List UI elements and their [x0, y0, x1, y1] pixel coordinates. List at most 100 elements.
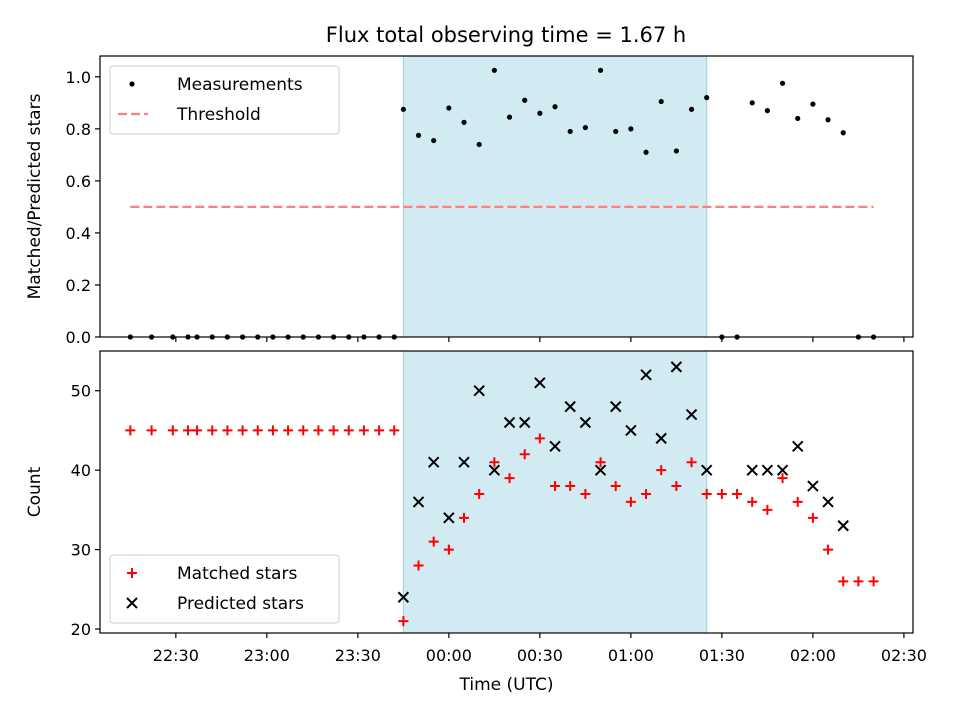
- y-tick-label: 0.6: [66, 172, 91, 191]
- predicted-stars-point: [458, 456, 470, 468]
- matched-stars-point: [413, 560, 424, 571]
- predicted-stars-point: [761, 464, 774, 476]
- matched-stars-point: [868, 576, 879, 587]
- y-axis-label: Count: [25, 466, 45, 517]
- legend-label: Matched stars: [177, 564, 297, 584]
- predicted-stars-point: [776, 464, 789, 476]
- observing-span: [402, 350, 708, 634]
- matched-stars-point: [207, 425, 218, 436]
- x-tick-label: 01:30: [699, 646, 745, 665]
- matched-stars-point: [807, 512, 818, 523]
- matched-stars-point: [192, 425, 203, 436]
- measurement-point: [582, 124, 588, 131]
- matched-stars-point: [853, 576, 864, 587]
- x-tick-label: 01:00: [608, 646, 654, 665]
- matched-stars-point: [459, 512, 470, 523]
- matched-stars-point: [747, 496, 758, 507]
- matched-stars-point: [389, 425, 400, 436]
- matched-stars-point: [656, 465, 667, 476]
- legend-label: Predicted stars: [177, 594, 304, 614]
- predicted-stars-point: [503, 416, 516, 429]
- measurement-point: [461, 119, 467, 125]
- matched-stars-point: [716, 488, 727, 499]
- predicted-stars-point: [610, 400, 622, 413]
- matched-stars-point: [565, 481, 576, 492]
- predicted-stars-point: [397, 591, 410, 603]
- measurement-point: [643, 149, 649, 155]
- x-tick-label: 02:30: [881, 646, 927, 665]
- measurement-point: [673, 148, 679, 154]
- y-tick-label: 0.8: [66, 120, 91, 139]
- matched-stars-point: [625, 496, 636, 507]
- matched-stars-point: [474, 488, 485, 499]
- legend-label: Measurements: [177, 75, 303, 95]
- matched-stars-point: [534, 433, 545, 444]
- matched-stars-point: [237, 425, 248, 436]
- figure-title: Flux total observing time = 1.67 h: [326, 23, 686, 47]
- measurement-point: [522, 97, 528, 103]
- y-tick-label: 20: [71, 620, 91, 639]
- matched-stars-point: [328, 425, 339, 436]
- predicted-stars-point: [792, 440, 804, 453]
- measurement-point: [779, 80, 786, 86]
- legend-label: Threshold: [176, 105, 261, 125]
- matched-stars-point: [671, 481, 682, 492]
- measurement-point: [415, 132, 422, 138]
- matched-stars-point: [298, 425, 309, 436]
- measurement-point: [400, 106, 406, 112]
- matched-stars-point: [792, 496, 803, 507]
- legend: Measurements Threshold: [109, 65, 340, 135]
- predicted-stars-point: [701, 464, 713, 476]
- measurement-point: [491, 67, 497, 73]
- measurement-point: [597, 67, 604, 73]
- matched-stars-point: [686, 457, 697, 468]
- predicted-stars-point: [427, 456, 440, 468]
- predicted-stars-point: [564, 400, 576, 413]
- legend-marker: [126, 597, 138, 609]
- measurement-point: [764, 108, 770, 114]
- predicted-stars-point: [488, 464, 501, 476]
- observing-span: [402, 55, 708, 338]
- predicted-stars-point: [549, 440, 561, 453]
- measurement-point: [506, 114, 513, 120]
- measurement-point: [537, 110, 543, 116]
- legend-marker: [127, 568, 137, 578]
- matched-stars-point: [762, 504, 773, 515]
- series-predicted-stars: [397, 361, 849, 603]
- matched-stars-point: [167, 425, 178, 436]
- top-panel: 0.0 0.2 0.4 0.6 0.8 1.0 Matched/Predicted star…: [25, 55, 914, 347]
- axes-frame: [99, 350, 914, 634]
- matched-stars-point: [125, 425, 136, 436]
- matched-stars-point: [252, 425, 263, 436]
- x-tick-label: 00:00: [426, 646, 472, 665]
- matched-stars-point: [732, 488, 743, 499]
- predicted-stars-point: [518, 416, 531, 429]
- matched-stars-point: [398, 616, 409, 627]
- matched-stars-point: [838, 576, 849, 587]
- y-tick-label: 0.2: [66, 276, 91, 295]
- x-tick-label: 02:00: [790, 646, 836, 665]
- predicted-stars-point: [443, 512, 455, 524]
- predicted-stars-point: [640, 369, 652, 381]
- matched-stars-point: [146, 425, 157, 436]
- matched-stars-point: [519, 449, 530, 460]
- matched-stars-point: [343, 425, 354, 436]
- legend-box: [109, 65, 340, 135]
- bottom-panel: 20 30 40 50 22:30 23:00 23:30 00:00 00:30 01:00 01…: [25, 350, 927, 695]
- measurement-point: [810, 101, 816, 107]
- y-tick-label: 50: [71, 382, 91, 401]
- predicted-stars-point: [837, 520, 849, 532]
- legend: Matched stars Predicted stars: [109, 554, 340, 624]
- matched-stars-point: [443, 544, 454, 555]
- y-tick-label: 0.0: [66, 328, 91, 347]
- measurement-point: [628, 126, 634, 132]
- measurement-point: [749, 100, 755, 106]
- x-axis-label: Time (UTC): [459, 675, 554, 695]
- matched-stars-point: [313, 425, 324, 436]
- measurement-point: [704, 95, 710, 101]
- matched-stars-point: [595, 457, 606, 468]
- predicted-stars-point: [670, 361, 683, 373]
- y-tick-label: 0.4: [66, 224, 91, 243]
- y-tick-label: 1.0: [66, 68, 91, 87]
